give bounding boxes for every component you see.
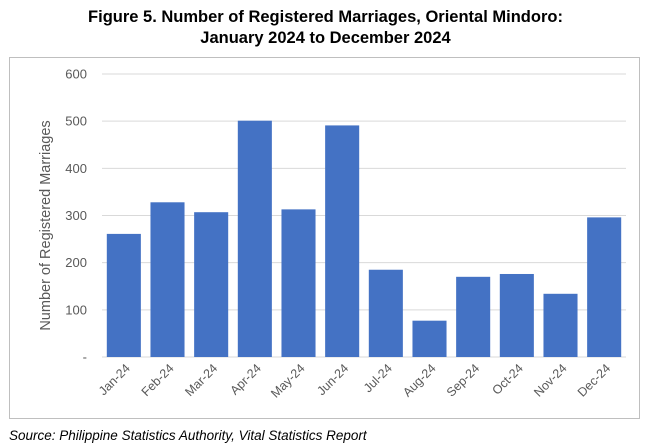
y-axis-title: Number of Registered Marriages	[38, 120, 54, 330]
x-tick-label: Dec-24	[575, 361, 613, 399]
bar-oct-24	[499, 273, 534, 357]
x-tick-label: Jun-24	[314, 361, 351, 398]
x-tick-label: Jul-24	[361, 361, 395, 395]
x-tick-label: Apr-24	[228, 361, 264, 397]
source-note: Source: Philippine Statistics Authority,…	[9, 428, 367, 443]
bar-apr-24	[237, 120, 272, 357]
x-tick-label: Mar-24	[182, 361, 220, 399]
y-tick-label: 500	[65, 114, 87, 129]
chart-title: Figure 5. Number of Registered Marriages…	[0, 7, 651, 49]
bar-dec-24	[587, 217, 622, 357]
x-tick-label: Aug-24	[400, 361, 438, 399]
y-tick-label: -	[83, 350, 87, 365]
y-tick-label: 100	[65, 302, 87, 317]
x-tick-label: May-24	[268, 361, 307, 400]
y-tick-label: 600	[65, 67, 87, 82]
y-tick-label: 200	[65, 255, 87, 270]
bar-jun-24	[325, 125, 360, 357]
y-tick-label: 400	[65, 161, 87, 176]
bar-mar-24	[194, 212, 229, 357]
x-tick-label: Jan-24	[96, 361, 133, 398]
chart-title-line-1: Figure 5. Number of Registered Marriages…	[88, 8, 563, 26]
x-tick-label: Nov-24	[531, 361, 569, 399]
chart-frame	[9, 57, 640, 419]
bar-feb-24	[150, 202, 185, 357]
x-tick-label: Sep-24	[444, 361, 482, 399]
x-tick-label: Feb-24	[139, 361, 177, 399]
bar-nov-24	[543, 293, 578, 357]
x-tick-label: Oct-24	[490, 361, 526, 397]
bar-jan-24	[106, 233, 141, 357]
chart-title-line-2: January 2024 to December 2024	[200, 29, 451, 47]
bar-aug-24	[412, 320, 447, 357]
y-tick-label: 300	[65, 208, 87, 223]
bar-may-24	[281, 209, 316, 357]
bar-sep-24	[456, 276, 491, 357]
bar-jul-24	[368, 269, 403, 357]
